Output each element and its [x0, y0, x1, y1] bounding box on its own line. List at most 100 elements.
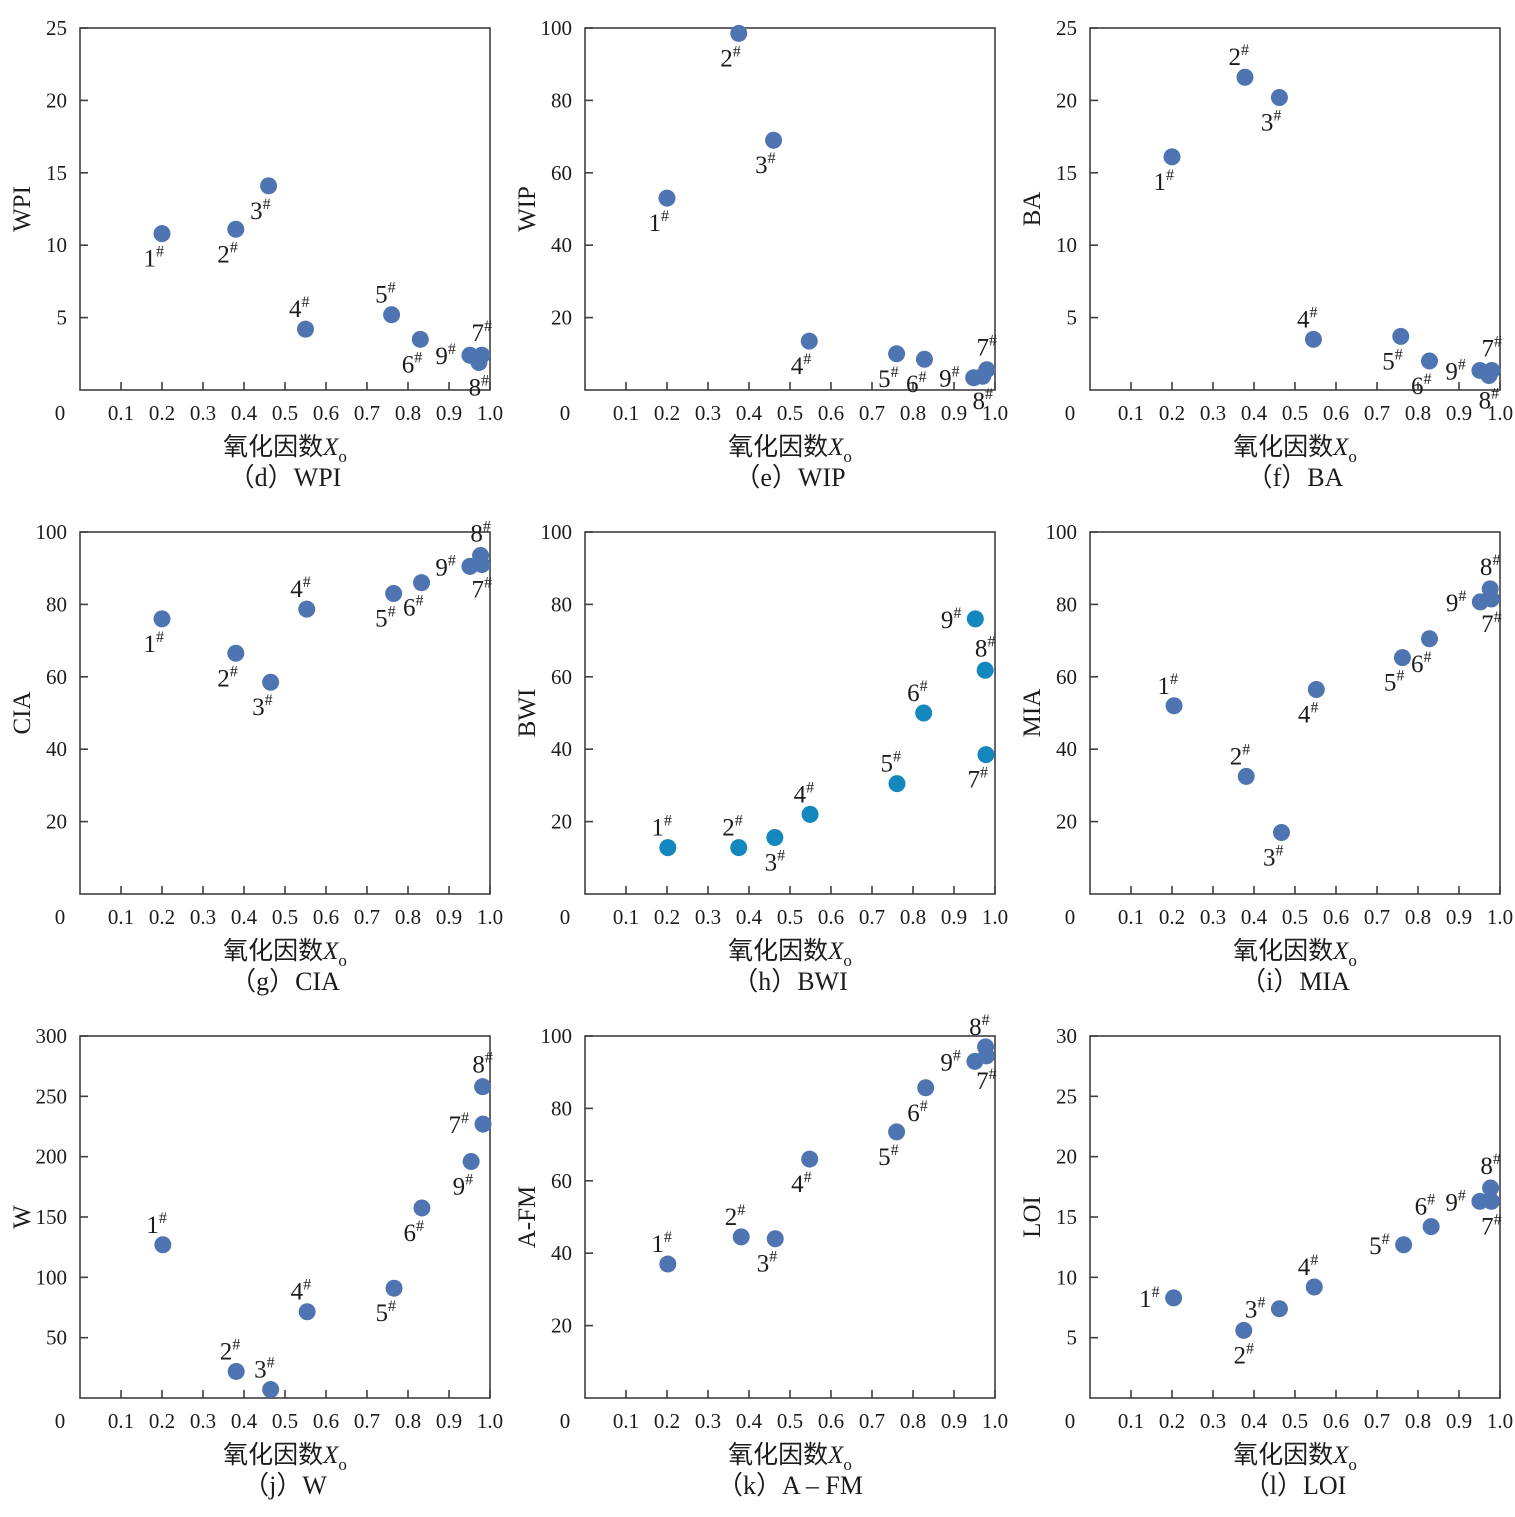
data-point-7#: [977, 746, 995, 764]
x-tick-label: 1.0: [477, 401, 503, 425]
axes-box: [1089, 1035, 1501, 1399]
data-point-9#: [966, 1052, 984, 1070]
point-label-6#: 6#: [403, 593, 424, 622]
point-label-3#: 3#: [765, 848, 786, 877]
point-label-4#: 4#: [290, 574, 311, 603]
x-tick-label: 0.6: [818, 1409, 844, 1433]
x-axis-label: 氧化因数Xo: [1233, 1441, 1357, 1474]
data-point-4#: [800, 332, 818, 350]
y-tick-label: 5: [1067, 306, 1078, 330]
point-label-1#: 1#: [1158, 671, 1179, 700]
point-label-2#: 2#: [220, 1336, 241, 1365]
point-label-3#: 3#: [250, 196, 271, 225]
y-tick-label: 25: [1056, 1084, 1077, 1108]
x-tick-label: 0.8: [900, 401, 926, 425]
point-label-6#: 6#: [907, 678, 928, 707]
y-tick-label: 80: [1056, 592, 1077, 616]
y-tick-label: 10: [1056, 233, 1077, 257]
x-tick-label: 0.8: [1405, 905, 1431, 929]
y-tick-label: 100: [36, 520, 68, 544]
subplot-j-w: 50 100 150 200 250 300 0.1 0.2 0.3 0.4 0.5 0.6 0.7 0.…: [0, 1008, 505, 1512]
point-label-2#: 2#: [1228, 42, 1249, 71]
x-axis-label: 氧化因数Xo: [1233, 433, 1357, 466]
x-tick-label: 0.6: [313, 905, 339, 929]
x-tick-label: 0.5: [1282, 401, 1308, 425]
x-axis-label: 氧化因数Xo: [728, 937, 852, 970]
x-tick-label: 0.3: [1200, 905, 1226, 929]
x-tick-label: 0.6: [1323, 905, 1349, 929]
x-tick-label: 0.9: [436, 1409, 462, 1433]
y-tick-label: 25: [1056, 16, 1077, 40]
x-tick-label: 0.7: [1364, 401, 1390, 425]
data-point-2#: [227, 1362, 245, 1380]
x-tick-label: 0.5: [777, 905, 803, 929]
data-point-5#: [888, 1123, 906, 1141]
point-label-1#: 1#: [144, 244, 165, 273]
x-tick-label: 0.3: [1200, 401, 1226, 425]
point-label-1#: 1#: [144, 629, 165, 658]
point-label-7#: 7#: [977, 333, 998, 362]
x-axis-label: 氧化因数Xo: [223, 1441, 347, 1474]
data-point-3#: [1270, 89, 1288, 107]
y-tick-label: 15: [1056, 161, 1077, 185]
subplot-g-cia: 20 40 60 80 100 0.1 0.2 0.3 0.4 0.5 0.6 0.7 0.8 0.9 1.…: [0, 504, 505, 1008]
y-tick-label: 5: [1067, 1326, 1078, 1350]
y-tick-label: 40: [551, 737, 572, 761]
y-tick-label: 60: [551, 161, 572, 185]
point-label-7#: 7#: [472, 575, 493, 604]
point-label-3#: 3#: [1261, 108, 1282, 137]
x-tick-label: 0.5: [777, 1409, 803, 1433]
y-tick-label: 10: [46, 233, 67, 257]
y-tick-label: 150: [36, 1205, 68, 1229]
scatter-plot-j: 50 100 150 200 250 300 0.1 0.2 0.3 0.4 0.5 0.6 0.7 0.…: [9, 1024, 503, 1500]
axes-box: [1089, 531, 1501, 895]
x-tick-label: 0.7: [1364, 1409, 1390, 1433]
data-point-2#: [1236, 68, 1254, 86]
data-point-4#: [298, 1303, 316, 1321]
y-tick-label: 20: [551, 1314, 572, 1338]
point-label-5#: 5#: [1384, 668, 1405, 697]
subplot-caption: （d）WPI: [229, 463, 342, 492]
point-label-9#: 9#: [435, 552, 456, 581]
data-point-1#: [153, 225, 171, 243]
data-point-1#: [1165, 697, 1183, 715]
y-tick-label: 20: [551, 810, 572, 834]
axes-box: [79, 1035, 491, 1399]
y-tick-label: 80: [551, 592, 572, 616]
data-point-6#: [413, 574, 431, 592]
x-tick-label: 0.2: [654, 401, 680, 425]
origin-label: 0: [1065, 401, 1076, 425]
x-tick-label: 0.7: [354, 905, 380, 929]
x-tick-label: 0.8: [1405, 401, 1431, 425]
y-tick-label: 250: [36, 1084, 68, 1108]
y-tick-label: 15: [46, 161, 67, 185]
y-tick-label: 20: [46, 810, 67, 834]
y-tick-label: 100: [541, 520, 573, 544]
x-tick-label: 0.7: [1364, 905, 1390, 929]
data-point-9#: [462, 1152, 480, 1170]
x-tick-label: 0.2: [1159, 401, 1185, 425]
x-tick-label: 0.7: [354, 401, 380, 425]
y-axis-label: CIA: [9, 691, 36, 734]
data-point-8#: [977, 1038, 995, 1056]
x-tick-label: 0.4: [1241, 905, 1268, 929]
point-label-1#: 1#: [649, 208, 670, 237]
point-label-6#: 6#: [403, 1218, 424, 1247]
x-tick-label: 0.9: [436, 401, 462, 425]
data-point-6#: [411, 330, 429, 348]
point-label-5#: 5#: [1369, 1231, 1390, 1260]
x-tick-label: 0.1: [613, 401, 639, 425]
subplot-caption: （h）BWI: [732, 967, 848, 996]
data-point-8#: [976, 661, 994, 679]
x-tick-label: 0.3: [1200, 1409, 1226, 1433]
data-point-6#: [1420, 352, 1438, 370]
y-tick-label: 20: [551, 306, 572, 330]
subplot-d-wpi: 5 10 15 20 25 0.1 0.2 0.3 0.4 0.5 0.6 0.7 0.8 0.9 1.0 0…: [0, 0, 505, 504]
point-label-9#: 9#: [1445, 1187, 1466, 1216]
point-label-6#: 6#: [1411, 371, 1432, 400]
y-tick-label: 20: [1056, 810, 1077, 834]
x-tick-label: 0.2: [1159, 1409, 1185, 1433]
point-label-7#: 7#: [472, 318, 493, 347]
data-point-9#: [965, 369, 983, 387]
point-label-6#: 6#: [906, 369, 927, 398]
